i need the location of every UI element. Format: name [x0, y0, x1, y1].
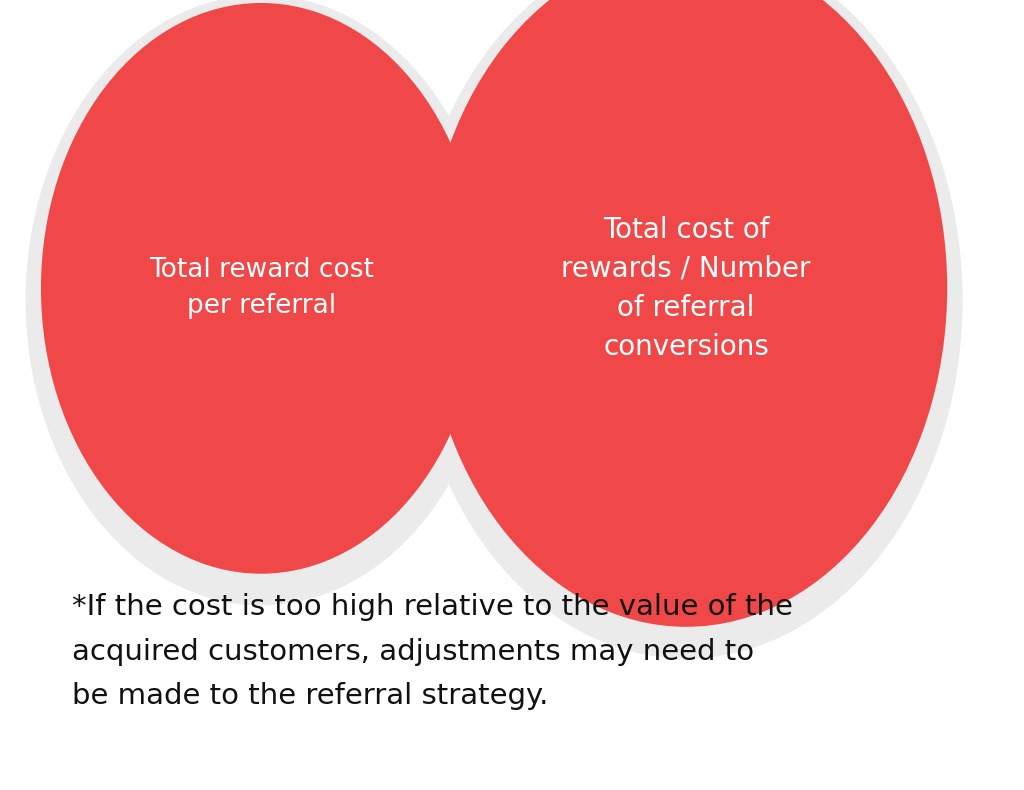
Ellipse shape	[410, 0, 963, 659]
Ellipse shape	[26, 0, 497, 605]
FancyBboxPatch shape	[456, 256, 503, 273]
Text: Total reward cost
per referral: Total reward cost per referral	[148, 258, 374, 319]
Text: *If the cost is too high relative to the value of the
acquired customers, adjust: *If the cost is too high relative to the…	[72, 593, 793, 710]
Ellipse shape	[425, 0, 947, 626]
FancyBboxPatch shape	[456, 303, 503, 321]
Ellipse shape	[41, 3, 481, 574]
Text: Total cost of
rewards / Number
of referral
conversions: Total cost of rewards / Number of referr…	[561, 216, 811, 361]
